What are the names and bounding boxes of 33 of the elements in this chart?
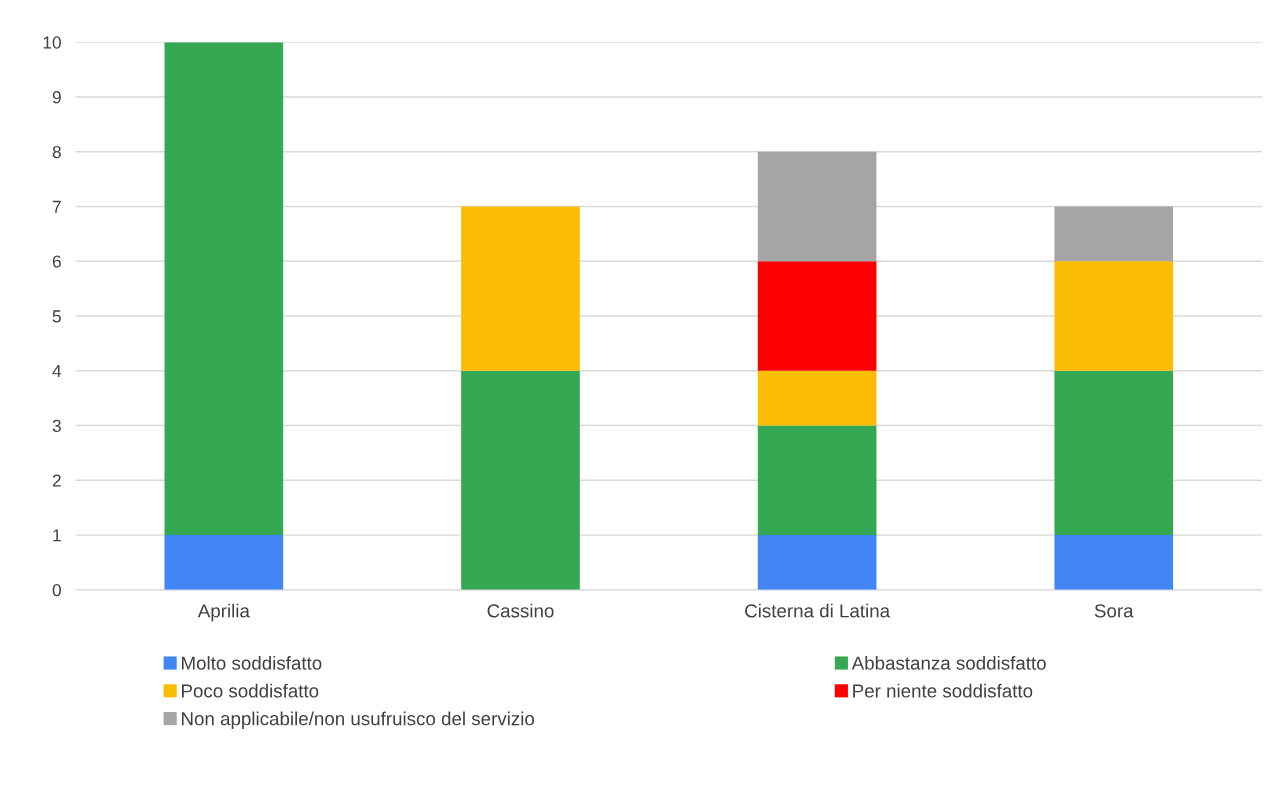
- x-tick-label: Sora: [1094, 604, 1134, 618]
- legend-label: Poco soddisfatto: [182, 683, 319, 698]
- bar: [757, 425, 877, 536]
- bar: [164, 42, 284, 536]
- y-tick-label: 5: [52, 310, 61, 323]
- y-tick-label: 9: [52, 91, 61, 104]
- x-tick-label: Aprilia: [197, 603, 250, 622]
- y-tick-label: 3: [52, 419, 61, 432]
- bar: [757, 151, 877, 262]
- y-tick-label: 7: [52, 200, 61, 213]
- y-tick-label: 4: [52, 365, 62, 378]
- bar: [757, 370, 877, 426]
- legend-label: Non applicabile/non usufruisco del servizio: [182, 711, 535, 730]
- bar: [461, 370, 580, 590]
- x-tick-label: Cassino: [487, 603, 554, 618]
- y-tick-label: 2: [52, 474, 61, 487]
- bar: [1054, 535, 1174, 590]
- legend-label: Molto soddisfatto: [182, 656, 322, 670]
- y-tick-label: 10: [43, 36, 61, 49]
- bar: [757, 535, 877, 590]
- bar: [164, 535, 284, 590]
- y-tick-label: 0: [52, 584, 61, 597]
- legend-label: Per niente soddisfatto: [853, 683, 1033, 698]
- bar: [1054, 370, 1174, 536]
- bar: [757, 261, 877, 371]
- x-tick-label: Cisterna di Latina: [745, 603, 891, 618]
- y-tick-label: 8: [52, 145, 61, 159]
- legend-label: Abbastanza soddisfatto: [851, 656, 1046, 670]
- y-tick-label: 1: [53, 529, 61, 542]
- y-tick-label: 6: [52, 255, 61, 268]
- bar: [1054, 261, 1174, 371]
- bar: [1054, 206, 1174, 262]
- bar: [461, 206, 580, 371]
